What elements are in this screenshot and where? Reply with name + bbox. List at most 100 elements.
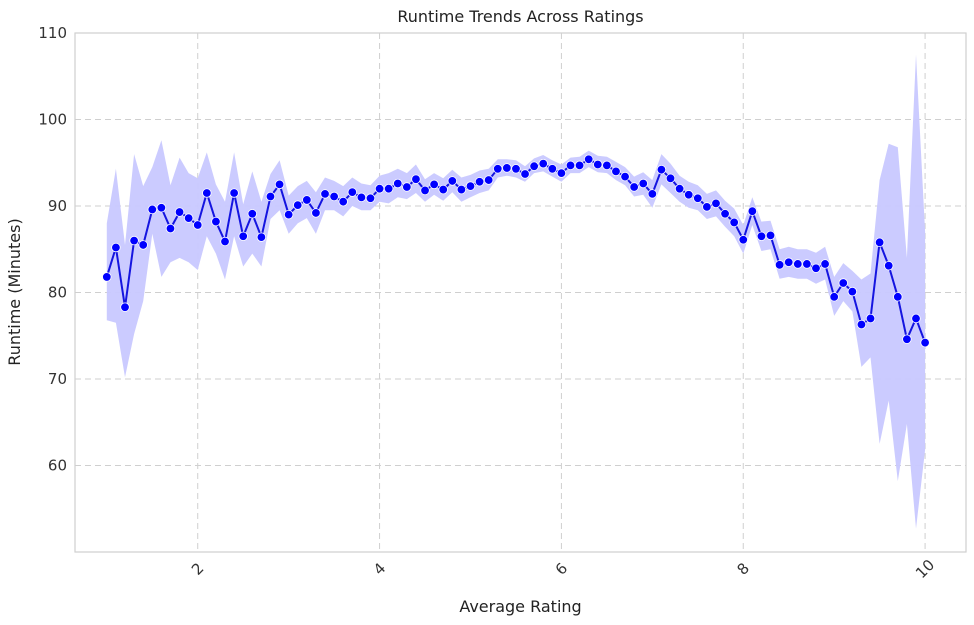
data-point [374,183,385,194]
data-point [338,196,348,207]
x-tick-label: 2 [188,559,207,578]
data-point [574,160,585,171]
data-point [129,235,139,246]
data-point [256,232,267,242]
data-point [220,236,230,247]
data-point [247,209,257,219]
x-tick-label: 8 [734,559,753,578]
data-point [829,292,839,302]
data-point [120,302,130,312]
data-point [747,206,758,216]
data-point [456,184,467,195]
data-point [683,190,694,200]
data-point [593,159,603,170]
data-point [647,189,658,199]
data-point [474,177,485,187]
data-point [611,166,621,177]
data-point [402,182,412,192]
data-point [211,216,221,227]
data-point [156,203,167,213]
data-point [547,164,558,174]
data-point [302,195,312,205]
data-point [820,259,830,269]
data-point [511,164,521,174]
data-point [283,209,294,220]
data-point [393,178,403,189]
data-point [447,176,458,186]
x-axis-label: Average Rating [459,597,581,616]
data-point [411,174,421,184]
data-point [420,185,430,196]
data-point [711,198,721,209]
data-point [147,204,157,215]
data-point [856,319,867,330]
data-point [138,240,148,250]
data-point [174,207,185,217]
data-point [838,278,848,288]
y-tick-label: 100 [38,111,67,129]
y-tick-label: 70 [48,370,67,388]
data-point [738,235,748,245]
x-tick-label: 10 [912,556,938,582]
data-point [765,230,776,241]
data-point [729,217,739,228]
data-point [520,169,530,179]
data-point [102,272,112,282]
data-point [802,259,812,269]
y-tick-labels: 60 70 80 90 100 110 [38,24,67,475]
data-point [665,173,676,184]
data-point [884,260,894,271]
data-point [111,242,121,253]
data-point [620,171,630,182]
data-points [102,154,930,348]
data-point [538,158,548,169]
data-point [629,182,639,192]
y-axis-label: Runtime (Minutes) [5,218,24,365]
y-tick-label: 80 [48,284,67,302]
data-point [847,286,858,297]
data-point [774,260,785,270]
data-point [920,337,930,348]
data-point [274,179,285,190]
data-point [674,183,685,194]
data-point [311,208,321,218]
data-point [183,213,194,223]
data-point [365,193,376,203]
data-point [784,257,794,267]
x-tick-label: 6 [552,559,571,578]
data-point [238,231,248,241]
data-point [793,259,803,269]
data-point [193,220,203,230]
data-point [202,188,212,198]
y-tick-label: 110 [38,24,67,42]
data-point [602,160,612,171]
data-point [465,181,476,191]
data-point [911,313,921,324]
data-point [383,183,394,194]
data-point [874,237,885,248]
data-point [493,164,503,174]
data-point [229,188,239,198]
data-point [756,231,767,241]
data-point [265,191,276,202]
y-tick-label: 60 [48,457,67,475]
data-point [502,163,512,173]
data-point [438,184,448,195]
data-point [529,161,539,171]
data-point [320,189,330,199]
data-point [902,334,912,344]
data-point [583,154,594,164]
data-point [483,175,494,185]
y-tick-label: 90 [48,197,67,215]
data-point [638,178,648,189]
data-point [429,179,439,190]
x-tick-label: 4 [370,559,389,578]
data-point [347,187,358,197]
data-point [329,191,339,202]
x-tick-labels: 2 4 6 8 10 [188,556,938,582]
data-point [865,313,876,324]
data-point [720,209,730,219]
data-point [556,168,567,178]
